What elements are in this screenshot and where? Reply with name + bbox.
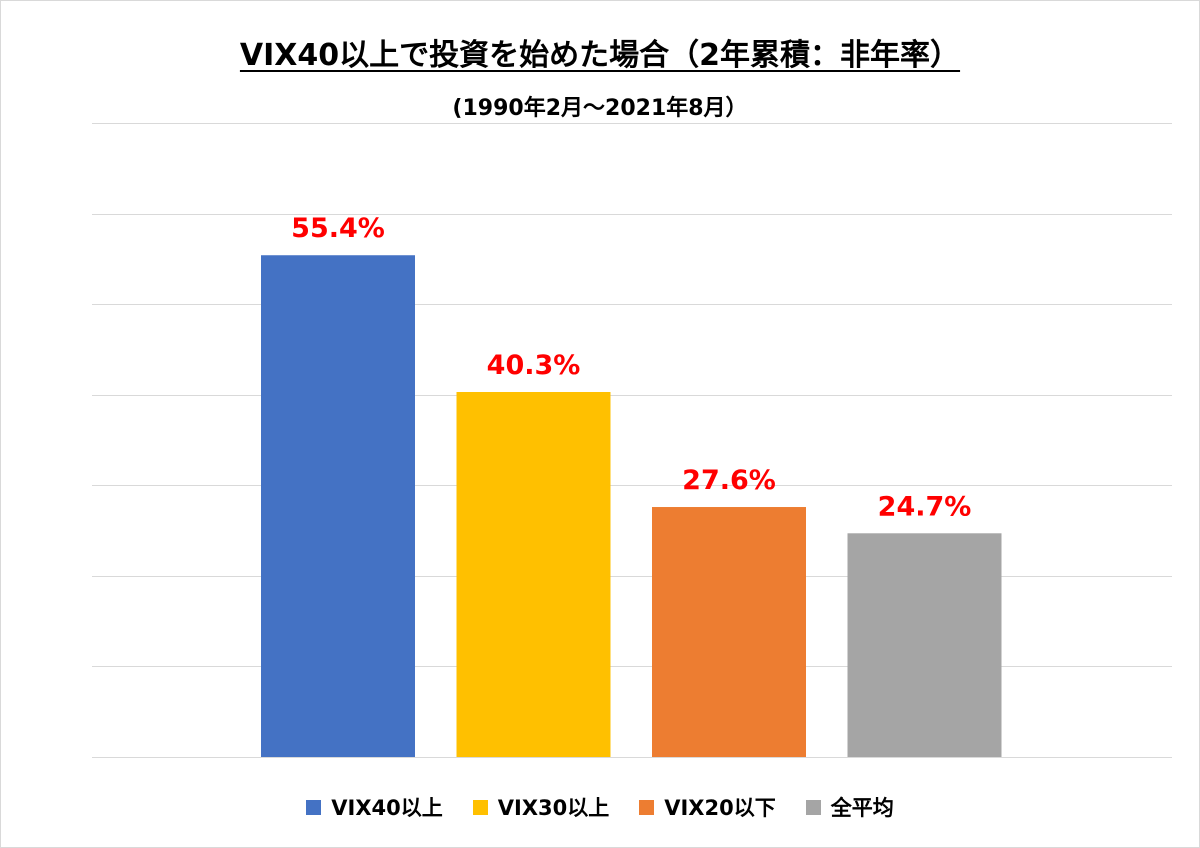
legend-swatch-vix30 (472, 799, 488, 815)
legend-item-overall-average: 全平均 (805, 792, 894, 822)
legend-label-overall-average: 全平均 (830, 796, 894, 820)
legend-item-vix20: VIX20以下 (639, 792, 776, 822)
bar-vix40 (261, 255, 415, 757)
chart-legend: VIX40以上 VIX30以上 VIX20以下 全平均 (0, 792, 1200, 822)
legend-swatch-overall-average (805, 799, 821, 815)
bar-vix30 (456, 391, 611, 757)
bar-vix20 (652, 507, 806, 757)
data-label-overall-average: 24.7% (878, 491, 972, 522)
chart-subtitle: (1990年2月～2021年8月） (452, 96, 748, 121)
legend-item-vix40: VIX40以上 (306, 792, 443, 822)
legend-label-vix30: VIX30以上 (497, 796, 610, 820)
bar-overall-average (847, 533, 1002, 757)
legend-item-vix30: VIX30以上 (472, 792, 610, 822)
chart-title-text: VIX40以上で投資を始めた場合（2年累積：非年率） (239, 38, 961, 73)
legend-label-vix40: VIX40以上 (331, 796, 443, 820)
data-label-vix30: 40.3% (487, 350, 581, 381)
legend-swatch-vix20 (639, 799, 655, 815)
data-label-vix20: 27.6% (682, 465, 776, 496)
chart-title: VIX40以上で投資を始めた場合（2年累積：非年率） (0, 30, 1200, 74)
legend-label-vix20: VIX20以下 (664, 796, 776, 820)
legend-swatch-vix40 (306, 799, 322, 815)
data-label-vix40: 55.4% (291, 213, 385, 244)
